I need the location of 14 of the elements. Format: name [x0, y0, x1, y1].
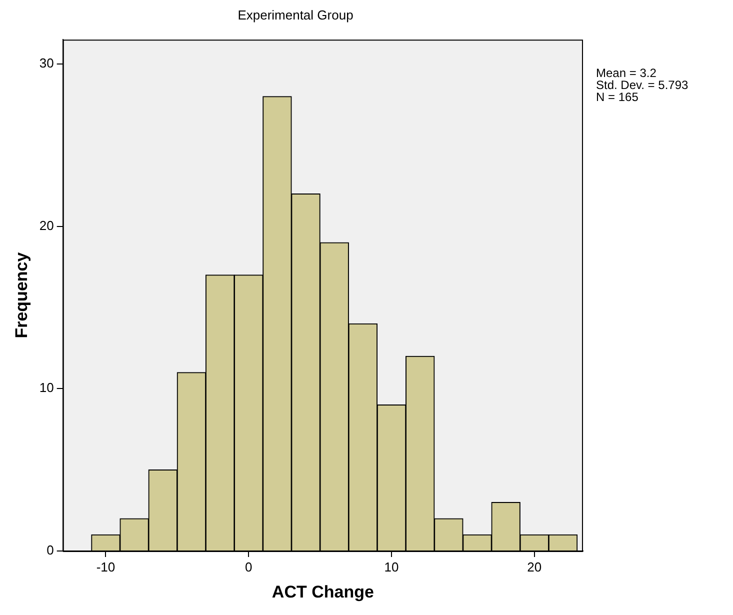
x-tick-label: 0 — [245, 559, 252, 574]
x-tick-label: 10 — [384, 559, 399, 574]
text: Std. Dev. = 5.793 — [596, 78, 688, 92]
x-tick-label: -10 — [96, 559, 116, 574]
y-tick-label: 30 — [39, 56, 54, 71]
text: Mean = 3.2 — [596, 66, 658, 80]
text: N = 165 — [596, 90, 640, 104]
x-axis-title: ACT Change — [272, 582, 374, 602]
y-tick-label: 10 — [39, 380, 54, 396]
y-tick-label: 20 — [39, 218, 54, 233]
y-tick-label: 0 — [46, 542, 54, 558]
x-tick-label: 20 — [527, 559, 542, 574]
chart-title: Experimental Group — [238, 7, 354, 22]
y-axis-title: Frequency — [12, 252, 31, 338]
